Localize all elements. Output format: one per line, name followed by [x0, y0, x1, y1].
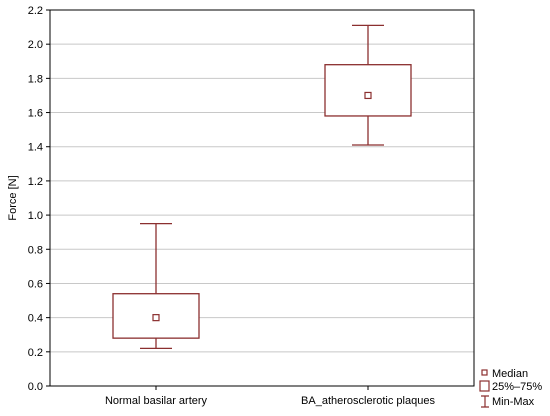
legend-whisker-marker [481, 395, 489, 408]
y-tick-label: 0.0 [28, 381, 43, 393]
y-axis-title: Force [N] [7, 175, 19, 220]
gridlines [50, 43, 474, 353]
y-axis-ticks: 0.0 0.2 0.4 0.6 0.8 1.0 1.2 1.4 1.6 1.8 2.0 2.2 [28, 5, 50, 393]
legend-median-marker [481, 369, 488, 376]
box-group [112, 222, 200, 350]
y-tick-label: 2.2 [28, 5, 43, 17]
y-tick-label: 1.0 [28, 210, 43, 222]
y-tick-label: 1.6 [28, 108, 43, 120]
legend-box-marker [479, 380, 490, 392]
legend: Median 25%–75% Min-Max [479, 368, 542, 408]
y-tick-label: 0.4 [28, 313, 43, 325]
box-group [324, 24, 412, 146]
y-tick-label: 1.2 [28, 176, 43, 188]
y-tick-label: 0.2 [28, 347, 43, 359]
legend-median-label: Median [492, 368, 528, 380]
y-tick-label: 1.4 [28, 142, 43, 154]
y-tick-label: 0.6 [28, 278, 43, 290]
plot-frame [49, 9, 475, 387]
legend-box-label: 25%–75% [492, 381, 542, 393]
legend-whisker-label: Min-Max [492, 396, 535, 408]
x-category-label: Normal basilar artery [105, 395, 208, 407]
boxes [112, 24, 412, 350]
y-tick-label: 1.8 [28, 73, 43, 85]
median-marker [364, 91, 372, 100]
x-category-label: BA_atherosclerotic plaques [301, 395, 435, 407]
median-marker [152, 314, 160, 322]
y-tick-label: 0.8 [28, 244, 43, 256]
y-tick-label: 2.0 [28, 39, 43, 51]
x-axis-categories: Normal basilar artery BA_atherosclerotic … [105, 386, 435, 407]
iqr-box [324, 64, 412, 117]
